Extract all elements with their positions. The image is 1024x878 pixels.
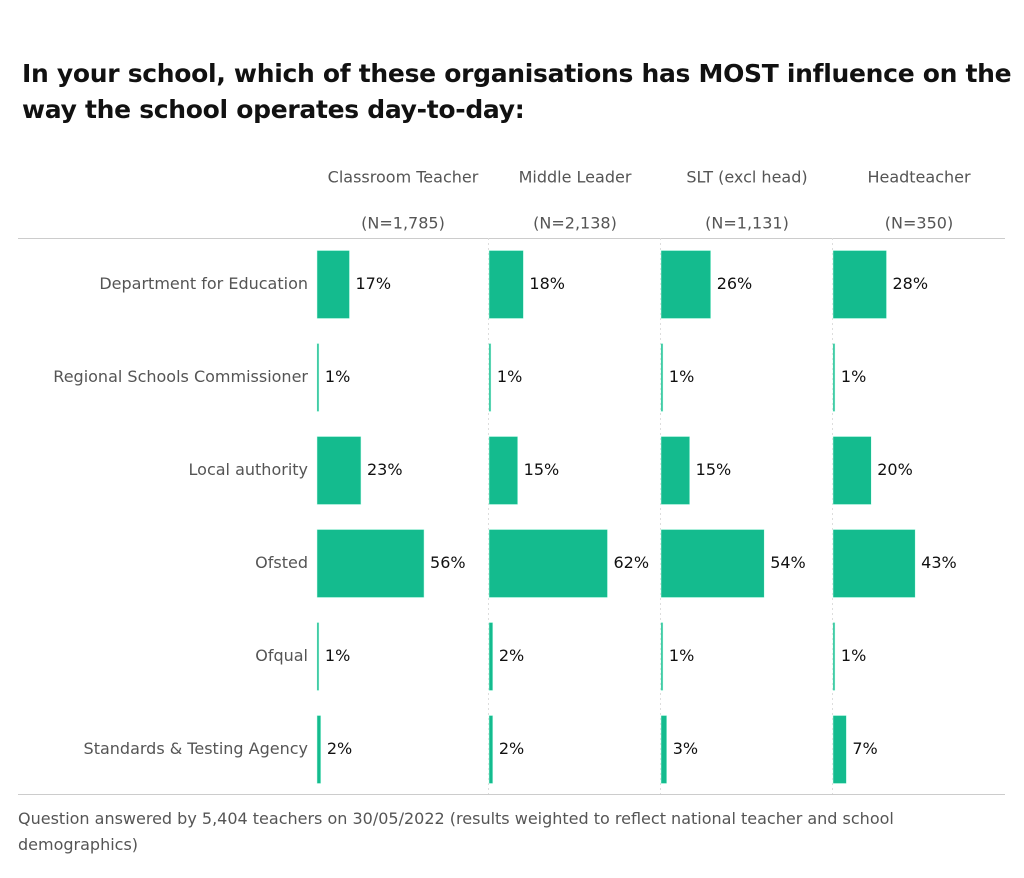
- value-label: 43%: [921, 553, 957, 572]
- bar: [660, 343, 664, 412]
- value-label: 1%: [669, 646, 694, 665]
- value-label: 17%: [355, 274, 391, 293]
- footnote: Question answered by 5,404 teachers on 3…: [18, 809, 894, 854]
- value-label: 3%: [673, 739, 698, 758]
- bar: [832, 715, 847, 784]
- series-n: (N=1,785): [361, 214, 445, 233]
- value-label: 1%: [841, 367, 866, 386]
- bar: [832, 436, 872, 505]
- value-label: 18%: [529, 274, 565, 293]
- value-label: 2%: [499, 646, 524, 665]
- bar: [488, 343, 492, 412]
- series-n: (N=350): [885, 214, 953, 233]
- chart: Department for Education Regional Schools…: [18, 168, 1005, 795]
- bar: [660, 250, 711, 319]
- value-label: 1%: [325, 367, 350, 386]
- bar: [832, 343, 836, 412]
- bar: [488, 715, 494, 784]
- value-label: 26%: [717, 274, 753, 293]
- bar: [316, 622, 320, 691]
- bar: [832, 250, 887, 319]
- bar: [316, 529, 425, 598]
- bar: [316, 715, 322, 784]
- bar: [316, 436, 362, 505]
- bar: [488, 250, 524, 319]
- value-label: 1%: [841, 646, 866, 665]
- value-label: 54%: [770, 553, 806, 572]
- series-header: Middle Leader: [519, 168, 632, 187]
- value-label: 20%: [877, 460, 913, 479]
- chart-title: In your school, which of these organisat…: [22, 59, 1012, 124]
- series-n: (N=2,138): [533, 214, 617, 233]
- value-label: 23%: [367, 460, 403, 479]
- bar: [660, 622, 664, 691]
- series-header: Headteacher: [867, 168, 971, 187]
- bar: [316, 250, 350, 319]
- bar: [316, 343, 320, 412]
- value-label: 2%: [327, 739, 352, 758]
- value-label: 1%: [325, 646, 350, 665]
- series-header: SLT (excl head): [686, 168, 807, 187]
- category-label: Standards & Testing Agency: [84, 739, 308, 758]
- value-label: 2%: [499, 739, 524, 758]
- category-label: Department for Education: [99, 274, 308, 293]
- bar: [660, 715, 667, 784]
- value-label: 28%: [893, 274, 929, 293]
- value-label: 62%: [613, 553, 649, 572]
- bar: [660, 529, 765, 598]
- bar: [488, 622, 494, 691]
- value-label: 15%: [696, 460, 732, 479]
- bar: [832, 529, 916, 598]
- value-label: 15%: [524, 460, 560, 479]
- category-label: Local authority: [189, 460, 308, 479]
- value-label: 56%: [430, 553, 466, 572]
- category-label: Ofqual: [255, 646, 308, 665]
- bar: [488, 436, 518, 505]
- category-label: Regional Schools Commissioner: [53, 367, 308, 386]
- series-n: (N=1,131): [705, 214, 789, 233]
- bar: [488, 529, 608, 598]
- bar: [660, 436, 690, 505]
- bar: [832, 622, 836, 691]
- value-label: 7%: [852, 739, 877, 758]
- value-label: 1%: [669, 367, 694, 386]
- series-header: Classroom Teacher: [328, 168, 479, 187]
- value-label: 1%: [497, 367, 522, 386]
- category-label: Ofsted: [255, 553, 308, 572]
